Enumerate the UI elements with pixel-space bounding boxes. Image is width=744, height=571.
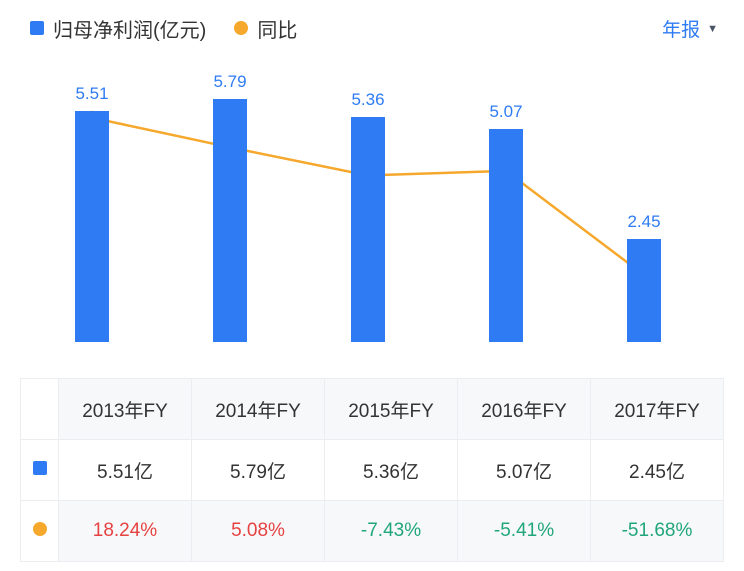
line-series-swatch-icon	[234, 21, 249, 35]
net-profit-cell: 2.45亿	[590, 439, 724, 501]
col-header-2017: 2017年FY	[590, 378, 724, 440]
bar-line-chart: 5.51 5.79 5.36 5.07 2.45	[0, 50, 744, 342]
bar-2015年FY[interactable]	[351, 117, 385, 342]
row-icon-cell	[20, 500, 59, 562]
bar-2014年FY[interactable]	[213, 99, 247, 342]
chevron-down-icon: ▼	[707, 22, 718, 35]
row-icon-cell	[20, 439, 59, 501]
yoy-cell: -7.43%	[324, 500, 458, 562]
bar-value-label: 5.79	[213, 72, 247, 92]
col-header-2014: 2014年FY	[191, 378, 325, 440]
yoy-cell: -5.41%	[457, 500, 591, 562]
col-header-2013: 2013年FY	[58, 378, 192, 440]
legend-group: 归母净利润(亿元) 同比	[30, 14, 297, 43]
bar-series-swatch-icon	[32, 461, 47, 475]
net-profit-cell: 5.79亿	[191, 439, 325, 501]
table-header-row: 2013年FY 2014年FY 2015年FY 2016年FY 2017年FY	[20, 378, 724, 440]
table-row-net-profit: 5.51亿 5.79亿 5.36亿 5.07亿 2.45亿	[20, 439, 724, 501]
table-corner-cell	[20, 378, 59, 440]
col-header-2015: 2015年FY	[324, 378, 458, 440]
bar-series-label: 归母净利润(亿元)	[53, 19, 207, 42]
yoy-cell: -51.68%	[590, 500, 724, 562]
yoy-cell: 5.08%	[191, 500, 325, 562]
line-series-swatch-icon	[32, 522, 47, 536]
net-profit-cell: 5.36亿	[324, 439, 458, 501]
data-table: 2013年FY 2014年FY 2015年FY 2016年FY 2017年FY …	[20, 378, 724, 562]
period-label: 年报	[662, 19, 701, 41]
period-selector[interactable]: 年报 ▼	[662, 15, 718, 42]
bar-value-label: 2.45	[627, 212, 661, 232]
bar-value-label: 5.51	[75, 83, 109, 103]
bar-2013年FY[interactable]	[75, 110, 109, 342]
bar-2016年FY[interactable]	[489, 129, 523, 342]
net-profit-cell: 5.07亿	[457, 439, 591, 501]
col-header-2016: 2016年FY	[457, 378, 591, 440]
bar-value-label: 5.36	[351, 90, 385, 110]
legend-item-yoy[interactable]: 同比	[234, 14, 297, 43]
legend-row: 归母净利润(亿元) 同比 年报 ▼	[0, 0, 744, 42]
table-row-yoy: 18.24% 5.08% -7.43% -5.41% -51.68%	[20, 500, 724, 562]
bar-2017年FY[interactable]	[627, 239, 661, 342]
net-profit-cell: 5.51亿	[58, 439, 192, 501]
yoy-cell: 18.24%	[58, 500, 192, 562]
legend-item-net-profit[interactable]: 归母净利润(亿元)	[30, 14, 206, 43]
line-series-label: 同比	[257, 19, 298, 42]
bar-value-label: 5.07	[489, 102, 523, 122]
bar-series-swatch-icon	[30, 21, 44, 35]
